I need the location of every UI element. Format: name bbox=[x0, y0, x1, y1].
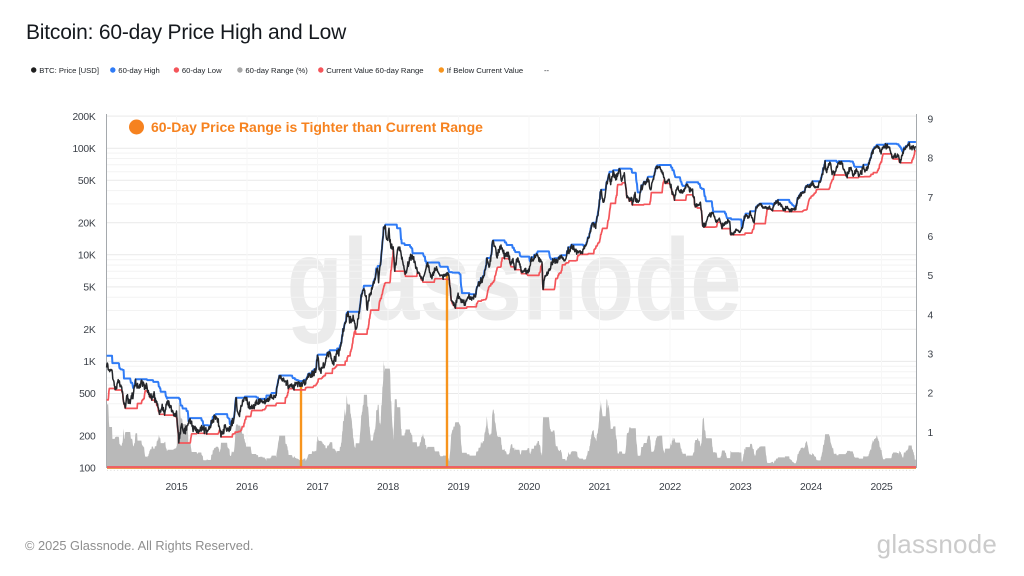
svg-text:2019: 2019 bbox=[448, 482, 470, 493]
svg-text:60-day High: 60-day High bbox=[118, 66, 159, 75]
svg-text:6: 6 bbox=[928, 232, 934, 243]
svg-text:200K: 200K bbox=[72, 112, 95, 123]
svg-text:2018: 2018 bbox=[377, 482, 399, 493]
svg-text:2015: 2015 bbox=[166, 482, 188, 493]
svg-text:100K: 100K bbox=[72, 144, 95, 155]
svg-text:3: 3 bbox=[928, 350, 934, 361]
svg-text:10K: 10K bbox=[78, 251, 96, 262]
svg-text:8: 8 bbox=[928, 154, 934, 165]
svg-text:2022: 2022 bbox=[659, 482, 681, 493]
svg-text:2: 2 bbox=[928, 389, 934, 400]
svg-text:500: 500 bbox=[79, 389, 96, 400]
svg-text:4: 4 bbox=[928, 310, 934, 321]
svg-text:1K: 1K bbox=[83, 357, 95, 368]
svg-text:Current Value 60-day Range: Current Value 60-day Range bbox=[326, 66, 423, 75]
svg-text:7: 7 bbox=[928, 193, 934, 204]
svg-text:If Below Current Value: If Below Current Value bbox=[447, 66, 523, 75]
svg-text:20K: 20K bbox=[78, 218, 96, 229]
svg-text:2024: 2024 bbox=[800, 482, 822, 493]
svg-text:2017: 2017 bbox=[307, 482, 329, 493]
svg-text:50K: 50K bbox=[78, 176, 96, 187]
svg-text:60-day Low: 60-day Low bbox=[182, 66, 222, 75]
svg-text:2025: 2025 bbox=[871, 482, 893, 493]
svg-text:5: 5 bbox=[928, 271, 934, 282]
svg-text:2023: 2023 bbox=[730, 482, 752, 493]
svg-text:100: 100 bbox=[79, 464, 96, 475]
svg-text:9: 9 bbox=[928, 114, 934, 125]
svg-text:BTC: Price [USD]: BTC: Price [USD] bbox=[39, 66, 99, 75]
svg-text:200: 200 bbox=[79, 432, 96, 443]
svg-text:2016: 2016 bbox=[236, 482, 258, 493]
svg-text:2020: 2020 bbox=[518, 482, 540, 493]
svg-text:2K: 2K bbox=[83, 325, 95, 336]
svg-text:60-day Range (%): 60-day Range (%) bbox=[245, 66, 308, 75]
svg-text:5K: 5K bbox=[83, 283, 95, 294]
svg-text:1: 1 bbox=[928, 428, 934, 439]
svg-text:--: -- bbox=[544, 66, 550, 75]
svg-text:2021: 2021 bbox=[589, 482, 611, 493]
